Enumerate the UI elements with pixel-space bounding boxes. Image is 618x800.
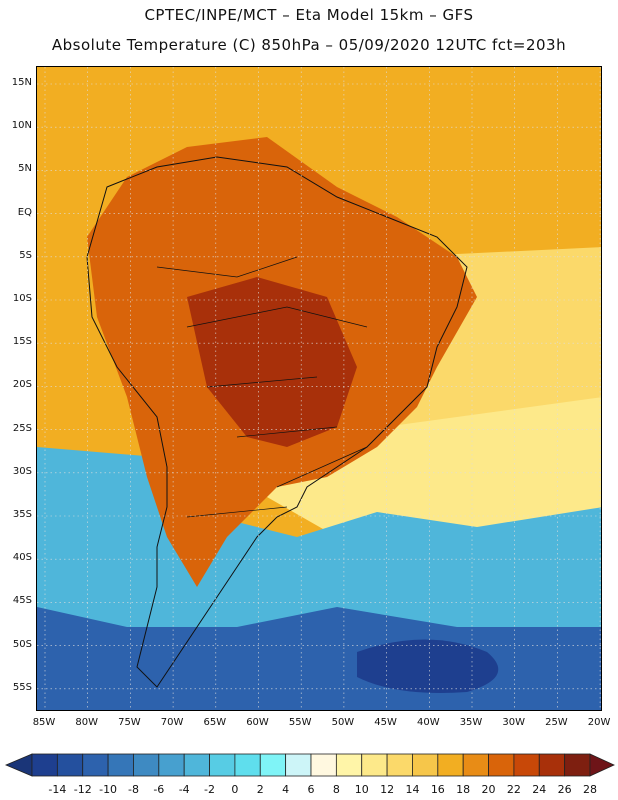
colorbar-swatch	[31, 753, 58, 777]
colorbar-swatch	[462, 753, 489, 777]
colorbar-tick-label: 16	[430, 783, 445, 796]
colorbar-swatch	[133, 753, 160, 777]
region-hot-core	[187, 277, 357, 447]
lat-label: 55S	[12, 681, 32, 693]
colorbar-swatch	[107, 753, 134, 777]
colorbar-tick-label: 6	[307, 783, 315, 796]
lat-label: 25S	[12, 422, 32, 434]
colorbar-tick-label: -8	[127, 783, 139, 796]
lon-label: 55W	[288, 717, 312, 728]
colorbar-swatch	[82, 753, 109, 777]
colorbar-tick-label: 8	[332, 783, 340, 796]
colorbar-tick-label: -4	[178, 783, 190, 796]
lat-label: 20S	[12, 379, 32, 391]
lon-label: 80W	[75, 717, 98, 728]
lon-label: 85W	[32, 717, 56, 728]
lon-label: 35W	[459, 717, 483, 728]
colorbar-tick-label: 24	[532, 783, 547, 796]
lon-label: 70W	[160, 717, 184, 728]
lon-label: 75W	[118, 717, 141, 728]
colorbar-tick-label: -10	[99, 783, 118, 796]
map-title: CPTEC/INPE/MCT – Eta Model 15km – GFS	[144, 6, 474, 24]
colorbar-swatch	[437, 753, 464, 777]
colorbar-tick-label: 28	[583, 783, 597, 796]
colorbar-swatch	[158, 753, 185, 777]
colorbar-tick-label: -14	[48, 783, 67, 796]
lat-label: 10S	[12, 293, 32, 304]
colorbar-tick-label: 12	[380, 783, 395, 796]
colorbar-swatch	[310, 753, 337, 777]
lat-label: 45S	[12, 595, 32, 607]
colorbar-swatch	[259, 753, 287, 777]
colorbar-tick-label: 14	[405, 783, 420, 796]
colorbar-tick-label: 10	[354, 783, 369, 796]
colorbar-swatch	[335, 753, 363, 777]
colorbar-tick-label: 20	[481, 783, 496, 796]
colorbar-swatch	[56, 753, 84, 777]
colorbar-swatch	[183, 753, 210, 777]
lat-label: 5S	[19, 249, 32, 261]
colorbar-swatch	[285, 753, 312, 777]
lat-label: 15N	[11, 77, 32, 88]
lat-label: 5N	[18, 163, 32, 175]
lon-label: 60W	[246, 717, 269, 728]
lon-label: 65W	[203, 717, 227, 728]
lat-label: 15S	[12, 336, 32, 348]
map-subtitle: Absolute Temperature (C) 850hPa – 05/09/…	[51, 36, 567, 54]
lat-label: 40S	[12, 552, 32, 564]
lon-label: 20W	[587, 717, 611, 728]
colorbar-swatch	[564, 753, 591, 777]
colorbar-tick-label: 22	[506, 783, 521, 796]
map-canvas	[37, 67, 601, 710]
colorbar-tick-label: -6	[153, 783, 165, 796]
country-borders	[156, 256, 368, 518]
colorbar-swatch	[538, 753, 566, 777]
lat-label: 30S	[12, 465, 32, 477]
colorbar-tick-label: 18	[456, 783, 471, 796]
colorbar-swatch	[209, 753, 236, 777]
colorbar-swatch	[488, 753, 515, 777]
colorbar-swatch	[361, 753, 388, 777]
colorbar-swatch	[234, 753, 261, 777]
lat-label: 35S	[12, 509, 32, 520]
colorbar-swatch	[412, 753, 439, 777]
lon-label: 30W	[502, 717, 525, 728]
colorbar-tick-label: 2	[256, 783, 264, 796]
lat-label: 10N	[11, 120, 32, 132]
lon-label: 40W	[416, 717, 440, 728]
lat-label: EQ	[17, 206, 32, 218]
colorbar-under-arrow	[4, 753, 33, 777]
colorbar-tick-label: 0	[231, 783, 239, 796]
region-deep-core	[357, 639, 499, 693]
lon-label: 45W	[374, 717, 397, 728]
lon-label: 50W	[331, 717, 355, 728]
colorbar-over-arrow	[589, 753, 615, 777]
temperature-map	[36, 66, 602, 711]
colorbar-tick-label: 4	[282, 783, 290, 796]
colorbar-swatch	[513, 753, 540, 777]
continent-outline	[86, 156, 468, 688]
colorbar-tick-label: 26	[557, 783, 572, 796]
colorbar-tick-label: -2	[204, 783, 216, 796]
colorbar-swatch	[386, 753, 413, 777]
lat-label: 50S	[12, 638, 32, 650]
colorbar-tick-label: -12	[73, 783, 92, 796]
lon-label: 25W	[545, 717, 568, 728]
colorbar	[4, 753, 615, 777]
